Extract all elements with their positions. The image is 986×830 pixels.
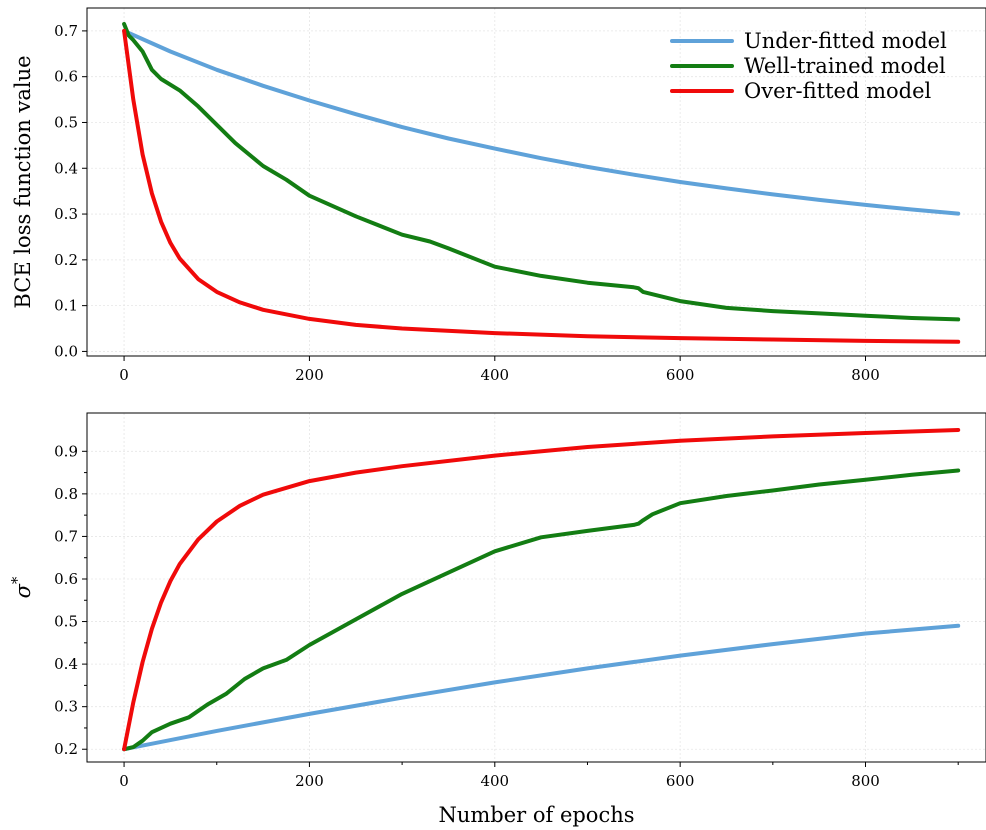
legend-label: Well-trained model — [744, 54, 946, 78]
series-line-under-fitted-model — [122, 28, 961, 216]
y-tick-label: 0.5 — [54, 613, 78, 631]
x-tick-label: 200 — [295, 366, 324, 384]
y-tick-label: 0.3 — [54, 698, 78, 716]
y-tick-label: 0.2 — [54, 740, 78, 758]
y-tick-label: 0.6 — [54, 68, 78, 86]
y-tick-label: 0.4 — [54, 159, 78, 177]
y-axis-label: BCE loss function value — [11, 55, 35, 308]
x-tick-label: 0 — [119, 366, 129, 384]
series-line-over-fitted-model — [122, 428, 961, 752]
series-line-under-fitted-model — [122, 623, 961, 752]
y-tick-label: 0.9 — [54, 442, 78, 460]
x-tick-label: 600 — [666, 366, 695, 384]
series-line-well-trained-model — [122, 22, 961, 322]
legend-label: Over-fitted model — [744, 79, 931, 103]
y-tick-label: 0.7 — [54, 527, 78, 545]
y-tick-label: 0.8 — [54, 485, 78, 503]
axes-frame — [86, 412, 986, 763]
x-tick-label: 800 — [851, 366, 880, 384]
y-tick-label: 0.7 — [54, 22, 78, 40]
axes-frame — [86, 7, 986, 357]
x-axis-label: Number of epochs — [438, 803, 634, 827]
x-tick-label: 800 — [851, 772, 880, 790]
y-tick-label: 0.0 — [54, 342, 78, 360]
x-tick-label: 600 — [666, 772, 695, 790]
x-tick-label: 400 — [480, 366, 509, 384]
y-tick-label: 0.5 — [54, 113, 78, 131]
sigma-chart-panel: 0 200 400 600 800 0.2 0.3 0.4 0.5 0.6 0.7 0.8 0.9 σ* N… — [8, 412, 986, 827]
y-axis-label: σ* — [8, 576, 35, 598]
series-line-well-trained-model — [122, 468, 961, 752]
y-tick-label: 0.3 — [54, 205, 78, 223]
x-tick-label: 400 — [480, 772, 509, 790]
y-tick-label: 0.4 — [54, 655, 78, 673]
y-tick-label: 0.2 — [54, 251, 78, 269]
x-tick-label: 200 — [295, 772, 324, 790]
x-tick-label: 0 — [119, 772, 129, 790]
y-tick-label: 0.1 — [54, 297, 78, 315]
loss-chart-panel: 0 200 400 600 800 0.0 0.1 0.2 0.3 0.4 0.5 0.6 0.7 BCE… — [11, 7, 986, 384]
y-tick-label: 0.6 — [54, 570, 78, 588]
series-line-over-fitted-model — [122, 28, 961, 344]
legend-label: Under-fitted model — [744, 29, 947, 53]
